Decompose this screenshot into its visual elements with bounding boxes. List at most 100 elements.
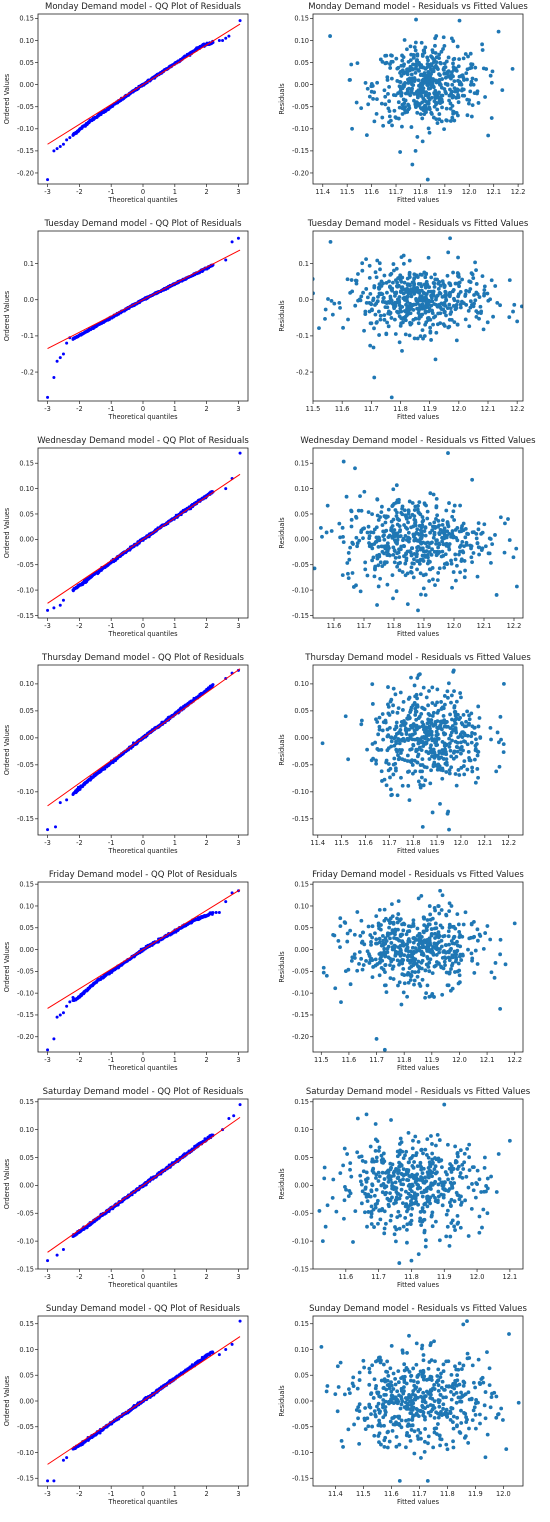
residual-point [409, 705, 414, 710]
residual-point [434, 538, 439, 543]
residual-point [409, 569, 413, 574]
residual-point [447, 98, 451, 103]
residual-point [430, 971, 435, 976]
residual-point [385, 78, 390, 82]
residual-point [452, 298, 457, 303]
residual-point [475, 574, 480, 579]
residual-point [407, 539, 411, 544]
residual-point [488, 725, 493, 730]
residual-point [441, 282, 446, 286]
residual-point [466, 54, 470, 59]
residual-point [420, 735, 425, 740]
residual-point [378, 576, 383, 581]
residual-point [367, 952, 371, 956]
residual-point [430, 308, 434, 313]
residual-point [328, 34, 332, 38]
residual-point [390, 710, 395, 714]
y-tick-label: 0.10 [294, 485, 309, 493]
residual-point [459, 695, 463, 700]
residual-point [457, 74, 462, 79]
residual-point [432, 520, 437, 525]
residual-point [403, 296, 408, 301]
residual-point [332, 301, 337, 306]
residual-point [411, 918, 416, 923]
residual-point [365, 295, 370, 300]
residual-point [439, 119, 444, 124]
residual-point [387, 120, 391, 125]
residual-point [389, 793, 394, 798]
residual-point [422, 502, 427, 507]
residual-point [406, 91, 411, 96]
residual-point [395, 920, 400, 925]
residual-point [369, 321, 374, 326]
residual-point [506, 517, 510, 521]
residual-point [415, 559, 419, 563]
residual-point [329, 529, 334, 533]
qq-fit-line [47, 249, 241, 349]
residual-point [407, 258, 412, 263]
residual-point [386, 685, 390, 689]
fri-res-chart: Friday Demand model - Residuals vs Fitte… [278, 870, 524, 1072]
residual-point [423, 541, 428, 546]
residual-point [359, 106, 364, 111]
residual-point [422, 112, 427, 117]
residual-point [376, 544, 381, 549]
x-tick-label: 11.5 [306, 405, 321, 413]
plot-area [46, 236, 241, 399]
residual-point [473, 747, 478, 751]
qq-point [227, 34, 231, 38]
residual-point [442, 526, 447, 531]
residual-point [357, 950, 362, 954]
residual-point [450, 529, 455, 533]
residual-point [346, 317, 350, 322]
x-tick-label: -1 [108, 405, 115, 413]
residual-point [454, 111, 459, 115]
residual-point [462, 559, 467, 563]
residual-point [437, 749, 442, 754]
qq-point [224, 900, 228, 904]
residual-point [473, 780, 478, 785]
residual-point [357, 538, 362, 543]
residual-point [411, 83, 416, 87]
residual-point [378, 515, 383, 519]
qq-point [58, 603, 62, 607]
residual-point [435, 513, 440, 518]
residual-point [376, 535, 381, 540]
residual-point [330, 312, 335, 317]
x-tick-label: 11.4 [315, 188, 330, 196]
residual-point [394, 56, 399, 61]
residual-point [391, 545, 396, 550]
x-tick-label: 2 [205, 405, 209, 413]
residual-point [460, 540, 465, 544]
residual-point [396, 912, 401, 916]
residual-point [392, 560, 397, 565]
y-tick-label: 0.00 [19, 946, 34, 954]
residual-point [339, 1000, 343, 1005]
x-axis-label: Theoretical quantiles [107, 1064, 178, 1072]
residual-point [470, 272, 475, 277]
residual-point [445, 306, 450, 311]
residual-point [476, 101, 481, 105]
residual-point [352, 952, 357, 957]
residual-point [445, 118, 449, 123]
residual-point [416, 959, 421, 964]
residual-point [405, 602, 410, 607]
residual-point [424, 731, 429, 736]
residual-point [421, 304, 426, 309]
residual-point [390, 53, 394, 58]
residual-point [408, 311, 413, 316]
residual-point [382, 537, 387, 542]
residual-point [405, 753, 410, 758]
residual-point [475, 767, 480, 771]
residual-point [443, 956, 448, 961]
residual-point [440, 893, 445, 898]
y-tick-label: 0.15 [19, 15, 34, 23]
residual-point [484, 67, 489, 71]
residual-point [441, 47, 445, 51]
residual-point [406, 86, 411, 91]
residual-point [419, 284, 424, 288]
residual-point [442, 87, 447, 91]
residual-point [474, 282, 479, 286]
residual-point [404, 732, 409, 736]
residual-point [380, 115, 385, 120]
